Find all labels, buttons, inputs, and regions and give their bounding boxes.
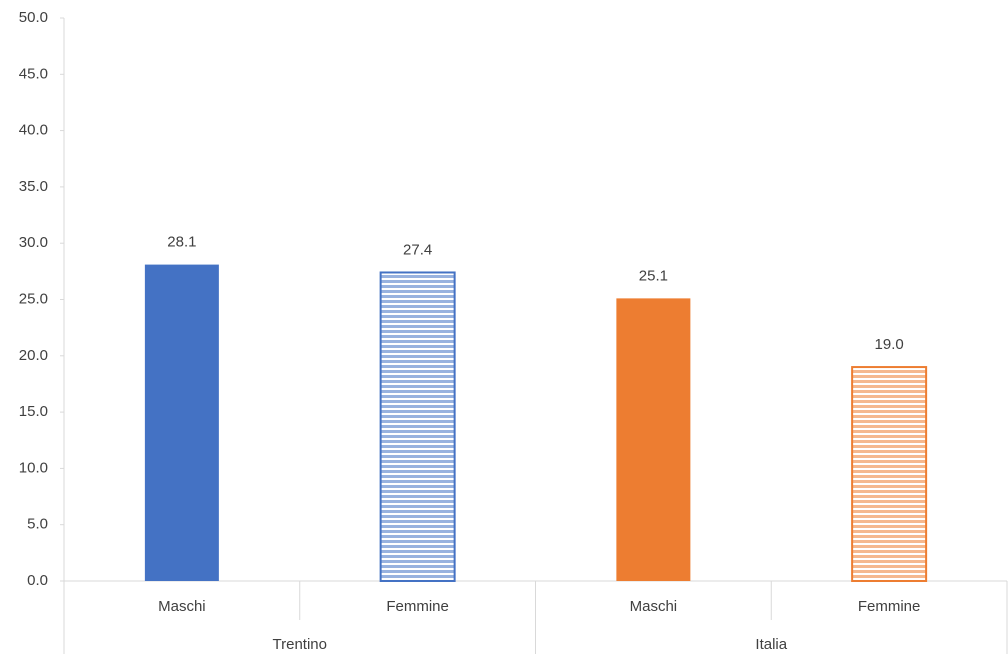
bar [144,264,219,581]
y-tick-label: 45.0 [19,65,48,82]
y-tick-label: 10.0 [19,459,48,476]
y-tick-label: 15.0 [19,403,48,420]
y-tick-label: 30.0 [19,234,48,251]
y-tick-label: 0.0 [27,572,48,589]
group-label: Italia [755,636,787,653]
x-tick-label: Femmine [386,598,449,615]
bar [851,366,928,582]
data-label: 28.1 [167,234,196,251]
y-tick-label: 25.0 [19,290,48,307]
x-tick-label: Femmine [858,598,921,615]
data-label: 27.4 [403,241,432,258]
y-tick-label: 5.0 [27,516,48,533]
data-label: 19.0 [875,336,904,353]
group-label: Trentino [273,636,327,653]
y-tick-label: 40.0 [19,122,48,139]
y-tick-label: 50.0 [19,9,48,26]
x-tick-label: Maschi [630,598,678,615]
data-label: 25.1 [639,267,668,284]
y-tick-label: 35.0 [19,178,48,195]
bar [616,298,691,581]
y-tick-label: 20.0 [19,347,48,364]
bar [379,271,456,582]
x-tick-label: Maschi [158,598,206,615]
